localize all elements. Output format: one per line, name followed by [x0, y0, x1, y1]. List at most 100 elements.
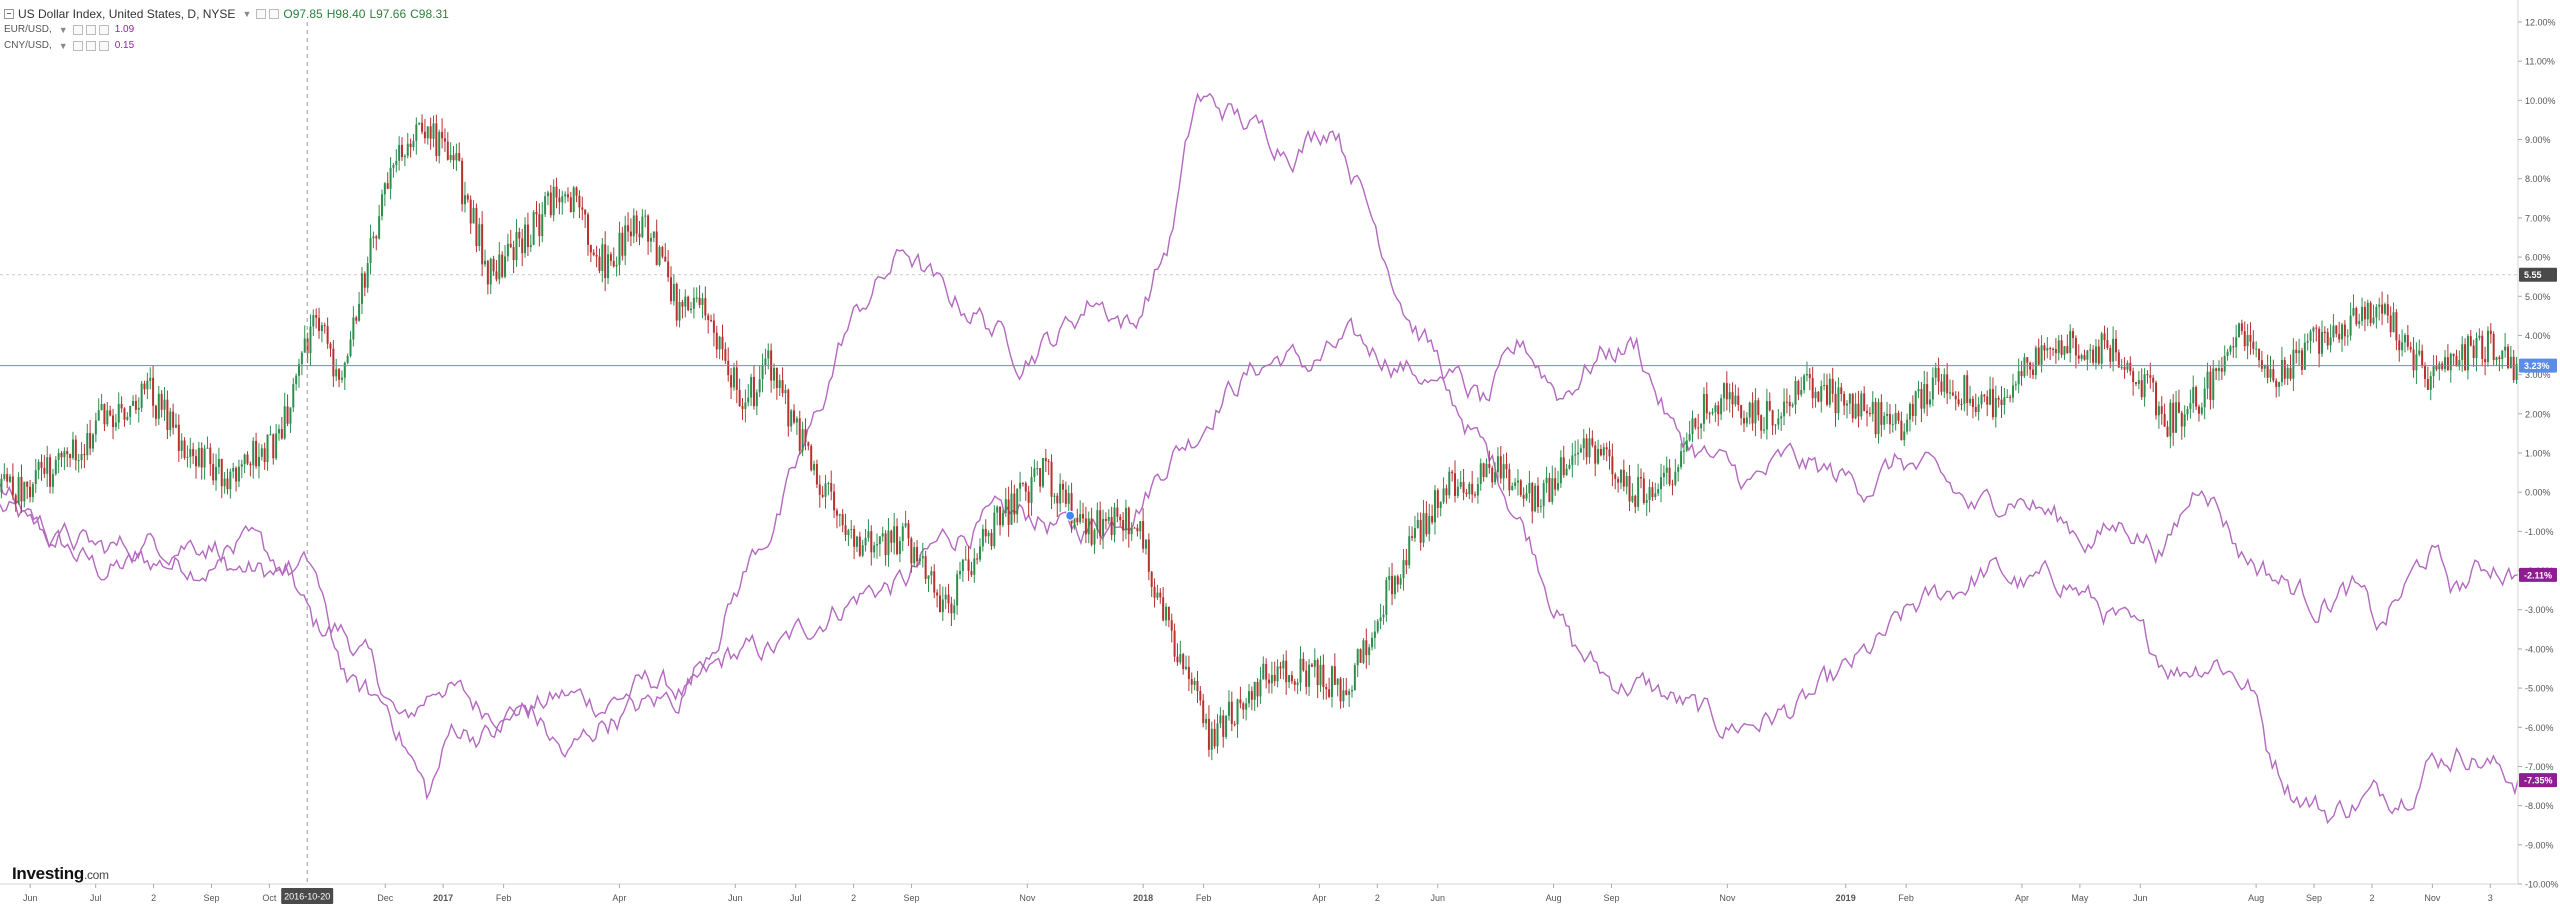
candle: [2320, 320, 2323, 358]
candle: [74, 435, 77, 471]
y-tick-label: -9.00%: [2525, 840, 2554, 850]
candle: [1519, 479, 1522, 498]
candle: [2175, 390, 2178, 433]
candle: [2114, 330, 2117, 362]
eye-icon[interactable]: [72, 41, 83, 51]
candle: [864, 529, 867, 552]
candle: [60, 450, 63, 468]
candle: [1411, 526, 1414, 542]
candle: [1216, 714, 1219, 754]
candle: [2280, 346, 2283, 387]
candle: [1290, 671, 1293, 685]
candle: [2192, 375, 2195, 413]
chevron-down-icon[interactable]: ▼: [242, 9, 252, 19]
candle: [758, 365, 761, 398]
candle: [386, 172, 389, 190]
candle: [1848, 392, 1851, 415]
candle: [269, 425, 272, 436]
candle: [232, 462, 235, 479]
candle: [318, 307, 321, 339]
candle: [2455, 349, 2458, 367]
candle: [174, 413, 177, 429]
candle: [1989, 376, 1992, 406]
candle: [252, 437, 255, 479]
settings-icon[interactable]: [85, 25, 96, 35]
settings-icon[interactable]: [85, 41, 96, 51]
price-badges: 5.55 3.23% -2.11% -7.35%: [2519, 267, 2557, 788]
legend-series-cny[interactable]: CNY/USD, ▼ 0.15: [0, 38, 449, 54]
candle: [1585, 433, 1588, 465]
candle: [1522, 487, 1525, 507]
event-marker[interactable]: [1065, 510, 1076, 521]
candle: [2014, 380, 2017, 391]
candle: [827, 481, 830, 496]
candle: [2283, 357, 2286, 385]
candle: [707, 313, 710, 334]
candle: [690, 301, 693, 314]
collapse-icon[interactable]: [4, 9, 14, 19]
candle: [727, 347, 730, 382]
candle: [323, 322, 326, 334]
candle: [1785, 388, 1788, 414]
x-tick-label: Feb: [1898, 893, 1914, 903]
candle: [770, 343, 773, 393]
candle: [1170, 613, 1173, 643]
candle: [2395, 308, 2398, 351]
eye-icon[interactable]: [72, 25, 83, 35]
candle: [572, 185, 575, 219]
candle: [635, 210, 638, 243]
chevron-down-icon[interactable]: ▼: [58, 25, 68, 35]
candle: [1205, 713, 1208, 730]
legend-series-eur[interactable]: EUR/USD, ▼ 1.09: [0, 22, 449, 38]
candle: [1104, 512, 1107, 530]
x-axis[interactable]: Jun Jul 2 Sep Oct Dec 2017 Feb Apr Jun Jul 2 Sep Nov 2…: [0, 883, 2518, 904]
candle: [1825, 373, 1828, 407]
candle: [166, 390, 169, 440]
candle: [212, 453, 215, 485]
candle: [215, 453, 218, 491]
candle: [790, 408, 793, 432]
settings-icon[interactable]: [269, 9, 280, 19]
candle: [2369, 301, 2372, 327]
candle: [1648, 479, 1651, 513]
y-tick-label: 11.00%: [2525, 57, 2555, 67]
candle: [452, 146, 455, 170]
candle: [1654, 482, 1657, 501]
close-icon[interactable]: [98, 41, 109, 51]
candle: [2054, 338, 2057, 364]
candle: [1253, 681, 1256, 711]
candle: [1210, 721, 1213, 761]
event-marker-icon[interactable]: [1065, 510, 1076, 521]
logo-name: Investing: [12, 864, 84, 883]
candle: [2217, 360, 2220, 381]
candle: [249, 461, 252, 477]
candle: [601, 238, 604, 283]
close-icon[interactable]: [98, 25, 109, 35]
chevron-down-icon[interactable]: ▼: [58, 41, 68, 51]
candlestick-series: [0, 114, 2518, 761]
candle: [532, 209, 535, 246]
candle: [1803, 373, 1806, 394]
candle: [815, 459, 818, 489]
y-axis[interactable]: 12.00% 11.00% 10.00% 9.00% 8.00% 7.00% 6.00% 5.…: [2517, 0, 2560, 910]
candle: [2109, 344, 2112, 369]
candle: [2006, 389, 2009, 398]
candle: [1187, 655, 1190, 692]
x-tick-label: Apr: [1312, 893, 1326, 903]
candle: [1227, 690, 1230, 721]
candle: [1911, 395, 1914, 422]
candle: [120, 396, 123, 413]
candle: [1150, 570, 1153, 597]
candle: [1748, 401, 1751, 425]
candle: [993, 505, 996, 549]
candle: [621, 226, 624, 261]
eye-icon[interactable]: [256, 9, 267, 19]
candle: [1665, 456, 1668, 485]
x-tick-label: Feb: [496, 893, 512, 903]
candle: [807, 441, 810, 451]
legend-main[interactable]: US Dollar Index, United States, D, NYSE …: [0, 6, 449, 22]
candle: [303, 325, 306, 353]
candle: [578, 190, 581, 219]
candle: [1165, 603, 1168, 627]
